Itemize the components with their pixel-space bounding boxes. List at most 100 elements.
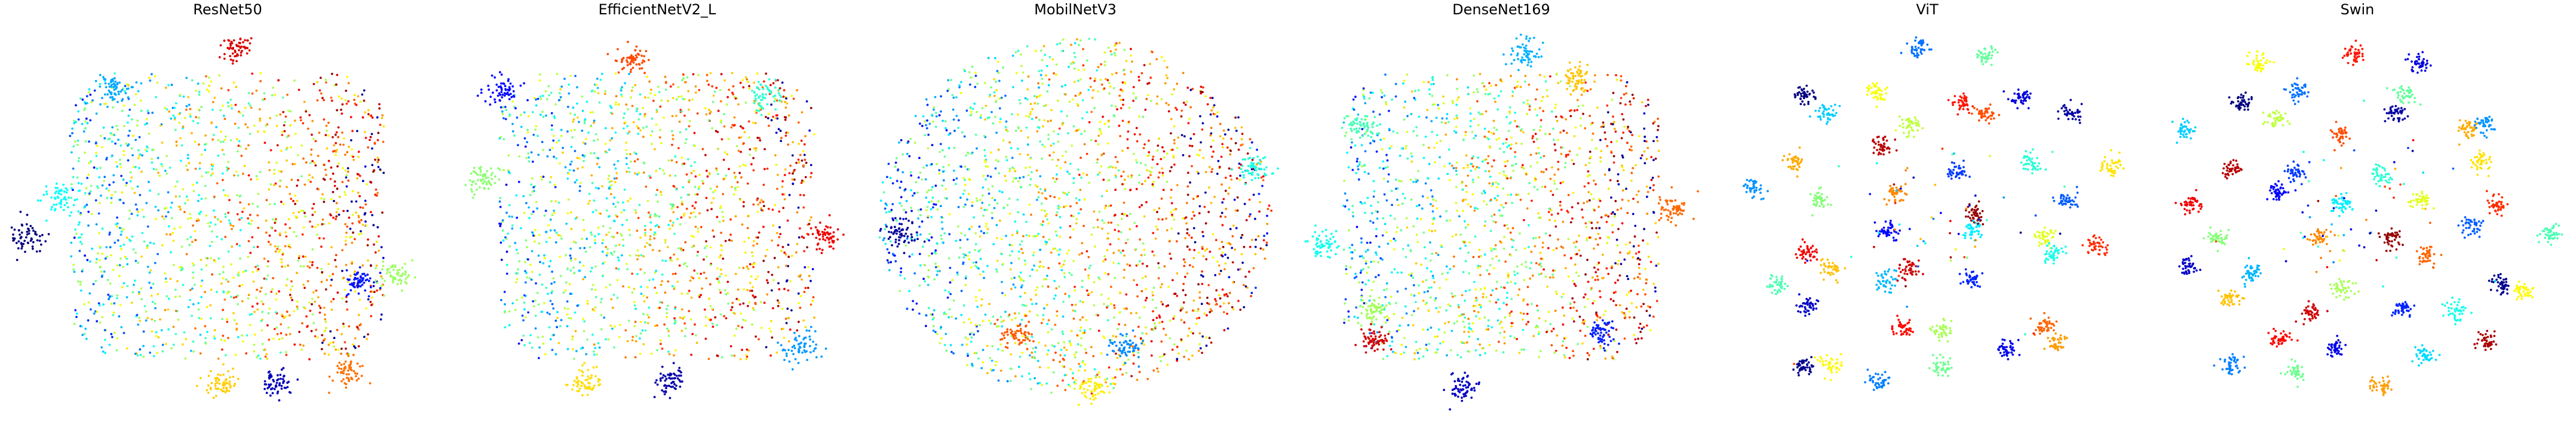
scatter-point-1-967 [753, 81, 755, 84]
scatter-point-0-2037 [283, 386, 286, 389]
scatter-point-1-1335 [759, 139, 762, 142]
scatter-point-2-510 [1078, 128, 1081, 131]
scatter-point-1-574 [499, 106, 502, 109]
scatter-point-0-1180 [280, 149, 283, 152]
scatter-point-1-1352 [548, 94, 551, 97]
scatter-point-0-602 [363, 99, 366, 102]
scatter-point-0-1383 [259, 290, 262, 293]
scatter-point-1-840 [720, 356, 723, 359]
scatter-point-0-1657 [345, 386, 348, 389]
scatter-point-1-1792 [584, 387, 587, 390]
scatter-point-1-1240 [550, 282, 553, 285]
scatter-point-1-1436 [790, 254, 793, 257]
scatter-point-1-1033 [548, 236, 551, 239]
scatter-point-0-1487 [107, 138, 110, 141]
scatter-point-0-708 [183, 116, 186, 119]
scatter-point-2-429 [982, 174, 985, 177]
scatter-point-0-116 [323, 118, 326, 121]
scatter-point-0-1127 [127, 84, 130, 87]
scatter-point-1-1779 [572, 384, 575, 387]
scatter-point-1-1977 [633, 58, 636, 61]
scatter-point-1-301 [569, 247, 572, 250]
scatter-point-0-1362 [235, 243, 238, 245]
scatter-point-1-1863 [758, 88, 760, 91]
scatter-point-1-178 [581, 95, 584, 98]
scatter-point-0-1726 [359, 285, 362, 288]
scatter-point-2-246 [1113, 306, 1116, 309]
scatter-point-0-1920 [222, 363, 225, 366]
scatter-point-1-1103 [579, 185, 581, 188]
scatter-point-1-1761 [578, 387, 581, 390]
scatter-point-0-368 [317, 223, 319, 226]
scatter-point-0-10 [367, 113, 370, 116]
scatter-point-0-2033 [263, 380, 266, 383]
scatter-point-0-592 [176, 180, 179, 183]
scatter-point-0-1663 [356, 372, 358, 375]
scatter-point-2-856 [927, 147, 930, 150]
scatter-point-0-755 [228, 199, 231, 201]
scatter-point-0-335 [363, 335, 366, 338]
scatter-point-1-355 [625, 163, 628, 165]
scatter-point-2-665 [1044, 215, 1047, 217]
scatter-point-0-312 [242, 173, 244, 175]
scatter-point-1-1657 [811, 233, 814, 235]
scatter-point-0-1209 [178, 121, 181, 124]
scatter-point-2-870 [928, 201, 931, 204]
scatter-point-1-766 [522, 319, 525, 322]
scatter-point-0-1289 [284, 265, 287, 268]
scatter-point-1-339 [710, 201, 713, 204]
scatter-point-1-1738 [798, 348, 800, 350]
scatter-point-1-708 [648, 80, 651, 83]
scatter-point-0-1613 [65, 187, 68, 190]
scatter-point-1-96 [694, 201, 697, 204]
scatter-point-1-885 [599, 301, 602, 304]
scatter-point-0-953 [289, 288, 292, 291]
scatter-point-0-285 [112, 311, 115, 314]
scatter-point-2-966 [1201, 352, 1203, 354]
scatter-point-1-1006 [582, 141, 585, 144]
scatter-point-0-262 [372, 224, 375, 227]
scatter-point-1-1696 [809, 325, 812, 328]
scatter-point-1-144 [634, 172, 636, 175]
scatter-point-0-1401 [128, 130, 131, 133]
scatter-point-0-347 [103, 79, 106, 82]
scatter-point-0-1853 [231, 52, 234, 55]
scatter-point-1-717 [563, 307, 566, 310]
scatter-point-1-37 [809, 303, 812, 306]
scatter-point-0-1746 [401, 289, 403, 292]
scatter-point-2-284 [1198, 343, 1201, 346]
scatter-point-0-212 [134, 279, 136, 282]
scatter-point-2-338 [1226, 327, 1229, 330]
scatter-point-1-1810 [653, 396, 656, 399]
scatter-point-0-325 [157, 336, 160, 339]
scatter-point-1-1209 [716, 354, 719, 357]
scatter-point-0-246 [335, 131, 338, 134]
scatter-point-0-1582 [60, 193, 63, 196]
scatter-point-1-465 [765, 346, 768, 349]
scatter-point-0-992 [335, 254, 338, 257]
scatter-point-1-16 [803, 250, 806, 252]
scatter-point-1-999 [517, 252, 519, 254]
scatter-point-1-386 [659, 301, 662, 303]
scatter-point-1-1868 [774, 86, 777, 89]
scatter-point-0-382 [250, 106, 253, 109]
scatter-point-2-165 [1172, 317, 1175, 320]
scatter-point-1-472 [605, 286, 608, 289]
scatter-point-0-1521 [27, 227, 29, 230]
scatter-point-0-1297 [155, 331, 158, 334]
scatter-point-0-535 [139, 353, 142, 356]
scatter-point-1-991 [548, 313, 551, 316]
scatter-point-1-1425 [680, 196, 682, 199]
scatter-point-2-617 [898, 186, 901, 189]
scatter-point-0-941 [120, 248, 123, 251]
scatter-point-0-1061 [131, 154, 134, 156]
scatter-point-2-747 [1205, 344, 1208, 347]
scatter-point-0-297 [145, 202, 148, 205]
scatter-point-1-1231 [787, 244, 790, 246]
scatter-point-0-2020 [269, 383, 272, 386]
scatter-point-0-739 [225, 278, 228, 281]
scatter-point-2-167 [1024, 263, 1027, 266]
scatter-point-1-1049 [545, 230, 547, 233]
scatter-point-1-1491 [672, 83, 674, 86]
scatter-point-0-316 [149, 269, 152, 272]
